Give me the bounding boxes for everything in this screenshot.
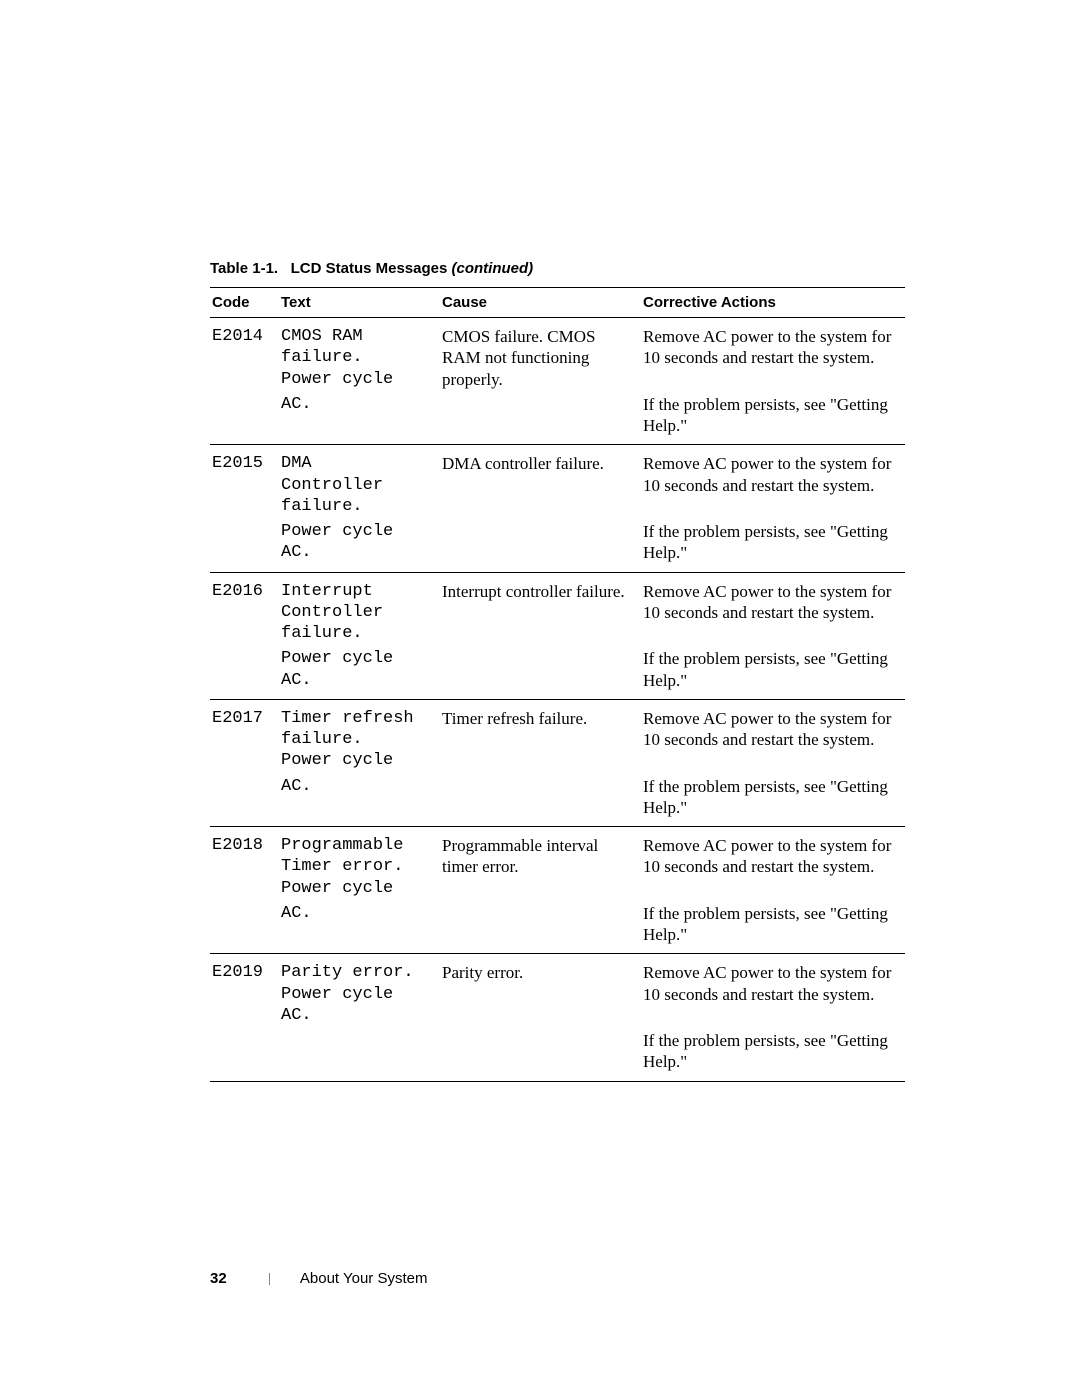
table-row: E2015DMA Controller failure.DMA controll… bbox=[210, 445, 905, 519]
cell-cause-empty bbox=[440, 519, 641, 572]
cell-text-cont: AC. bbox=[279, 392, 440, 445]
cell-text-cont: Power cycle AC. bbox=[279, 519, 440, 572]
cell-text-cont bbox=[279, 1028, 440, 1081]
footer-section: About Your System bbox=[300, 1270, 428, 1287]
col-header-action: Corrective Actions bbox=[641, 288, 905, 318]
page-body: Table 1-1. LCD Status Messages (continue… bbox=[0, 0, 1080, 1082]
cell-text: DMA Controller failure. bbox=[279, 445, 440, 519]
cell-code-empty bbox=[210, 774, 279, 827]
cell-cause: CMOS failure. CMOS RAM not functioning p… bbox=[440, 318, 641, 392]
cell-cause: Parity error. bbox=[440, 954, 641, 1028]
table-row: E2017Timer refresh failure. Power cycleT… bbox=[210, 699, 905, 773]
cell-cause-empty bbox=[440, 392, 641, 445]
cell-cause: DMA controller failure. bbox=[440, 445, 641, 519]
cell-code: E2018 bbox=[210, 827, 279, 901]
table-body: E2014CMOS RAM failure. Power cycleCMOS f… bbox=[210, 318, 905, 1082]
cell-code-empty bbox=[210, 901, 279, 954]
table-row: AC. If the problem persists, see "Getting… bbox=[210, 901, 905, 954]
col-header-code: Code bbox=[210, 288, 279, 318]
cell-text: Interrupt Controller failure. bbox=[279, 572, 440, 646]
caption-suffix: (continued) bbox=[452, 260, 534, 277]
table-row: E2016Interrupt Controller failure.Interr… bbox=[210, 572, 905, 646]
cell-action-cont: If the problem persists, see "Getting He… bbox=[641, 519, 905, 572]
cell-action: Remove AC power to the system for 10 sec… bbox=[641, 445, 905, 519]
cell-text: Timer refresh failure. Power cycle bbox=[279, 699, 440, 773]
cell-code-empty bbox=[210, 392, 279, 445]
cell-text: Parity error. Power cycle AC. bbox=[279, 954, 440, 1028]
cell-code: E2017 bbox=[210, 699, 279, 773]
table-row: Power cycle AC. If the problem persists, … bbox=[210, 519, 905, 572]
col-header-cause: Cause bbox=[440, 288, 641, 318]
table-row: E2019Parity error. Power cycle AC.Parity… bbox=[210, 954, 905, 1028]
cell-action-cont: If the problem persists, see "Getting He… bbox=[641, 646, 905, 699]
cell-action: Remove AC power to the system for 10 sec… bbox=[641, 954, 905, 1028]
cell-text: CMOS RAM failure. Power cycle bbox=[279, 318, 440, 392]
page-footer: 32 About Your System bbox=[210, 1270, 427, 1287]
cell-action-cont: If the problem persists, see "Getting He… bbox=[641, 392, 905, 445]
cell-action: Remove AC power to the system for 10 sec… bbox=[641, 699, 905, 773]
caption-main: LCD Status Messages bbox=[291, 260, 448, 277]
table-row: E2014CMOS RAM failure. Power cycleCMOS f… bbox=[210, 318, 905, 392]
cell-action: Remove AC power to the system for 10 sec… bbox=[641, 318, 905, 392]
cell-code: E2019 bbox=[210, 954, 279, 1028]
cell-code: E2016 bbox=[210, 572, 279, 646]
cell-action-cont: If the problem persists, see "Getting He… bbox=[641, 1028, 905, 1081]
cell-text-cont: AC. bbox=[279, 774, 440, 827]
cell-code: E2015 bbox=[210, 445, 279, 519]
footer-separator bbox=[269, 1273, 270, 1285]
table-caption: Table 1-1. LCD Status Messages (continue… bbox=[210, 260, 905, 277]
cell-cause-empty bbox=[440, 1028, 641, 1081]
cell-code: E2014 bbox=[210, 318, 279, 392]
cell-cause-empty bbox=[440, 901, 641, 954]
cell-cause: Programmable interval timer error. bbox=[440, 827, 641, 901]
page-number: 32 bbox=[210, 1270, 227, 1287]
cell-cause-empty bbox=[440, 646, 641, 699]
col-header-text: Text bbox=[279, 288, 440, 318]
table-row: If the problem persists, see "Getting He… bbox=[210, 1028, 905, 1081]
cell-action: Remove AC power to the system for 10 sec… bbox=[641, 572, 905, 646]
table-row: AC. If the problem persists, see "Getting… bbox=[210, 774, 905, 827]
table-row: Power cycle AC. If the problem persists, … bbox=[210, 646, 905, 699]
cell-action-cont: If the problem persists, see "Getting He… bbox=[641, 774, 905, 827]
cell-cause: Timer refresh failure. bbox=[440, 699, 641, 773]
lcd-status-table: Code Text Cause Corrective Actions E2014… bbox=[210, 287, 905, 1082]
cell-code-empty bbox=[210, 1028, 279, 1081]
cell-code-empty bbox=[210, 519, 279, 572]
cell-cause: Interrupt controller failure. bbox=[440, 572, 641, 646]
caption-prefix: Table 1-1. bbox=[210, 260, 278, 277]
table-row: E2018Programmable Timer error. Power cyc… bbox=[210, 827, 905, 901]
cell-text-cont: AC. bbox=[279, 901, 440, 954]
cell-action: Remove AC power to the system for 10 sec… bbox=[641, 827, 905, 901]
cell-action-cont: If the problem persists, see "Getting He… bbox=[641, 901, 905, 954]
cell-cause-empty bbox=[440, 774, 641, 827]
cell-text: Programmable Timer error. Power cycle bbox=[279, 827, 440, 901]
table-header-row: Code Text Cause Corrective Actions bbox=[210, 288, 905, 318]
cell-code-empty bbox=[210, 646, 279, 699]
table-row: AC. If the problem persists, see "Getting… bbox=[210, 392, 905, 445]
cell-text-cont: Power cycle AC. bbox=[279, 646, 440, 699]
